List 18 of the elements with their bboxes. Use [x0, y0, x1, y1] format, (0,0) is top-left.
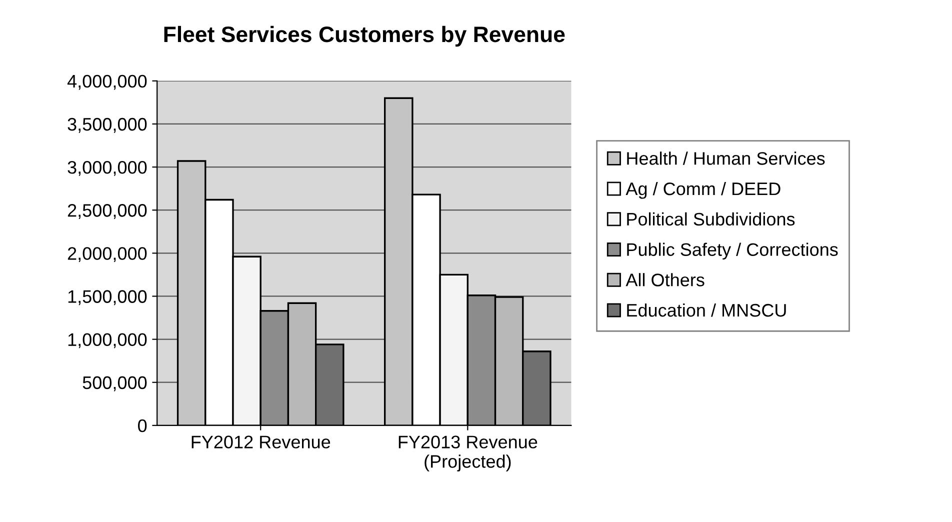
y-tick-label: 2,000,000	[68, 247, 147, 262]
legend-label: All Others	[626, 273, 704, 286]
y-tick-label: 1,500,000	[68, 290, 147, 306]
legend-label: Political Subdividions	[627, 212, 795, 226]
chart-title: Fleet Services Customers by Revenue	[164, 26, 565, 47]
x-tick-label: FY2013 Revenue (Projected)	[398, 436, 538, 472]
y-tick-label: 3,000,000	[68, 160, 147, 176]
legend-label: Education / MNSCU	[627, 303, 786, 317]
x-tick-label: FY2012 Revenue	[192, 436, 330, 448]
legend-label: Health / Human Services	[627, 152, 825, 165]
y-tick-label: 3,500,000	[68, 118, 147, 133]
y-tick-label: 500,000	[82, 376, 147, 392]
legend-label: Public Safety / Corrections	[627, 242, 838, 260]
y-tick-label: 1,000,000	[68, 333, 147, 348]
y-tick-label: 0	[138, 419, 147, 432]
y-tick-label: 2,500,000	[68, 204, 147, 219]
legend-label: Ag / Comm / DEED	[626, 182, 780, 199]
y-tick-label: 4,000,000	[67, 74, 147, 90]
